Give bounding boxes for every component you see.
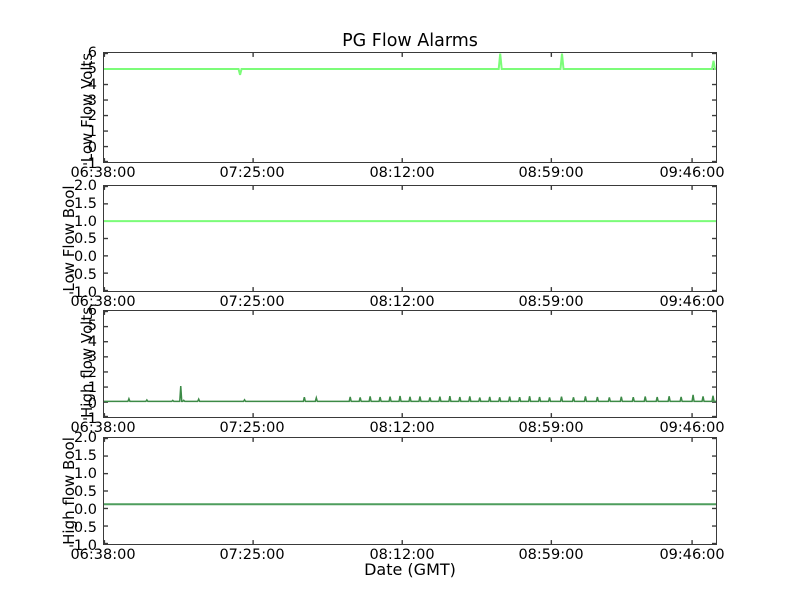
ytick-label: 5	[87, 60, 97, 77]
xtick-label: 08:59:00	[518, 165, 584, 181]
xtick-label: 06:38:00	[70, 547, 136, 563]
ytick-label: 2.0	[73, 178, 97, 194]
xtick-label: 07:25:00	[219, 165, 285, 181]
xtick-label: 09:46:00	[659, 165, 725, 181]
ytick-label: 5	[87, 318, 97, 335]
subplot-4-ytick-labels: 2.0 1.5 1.0 0.5 0.0 -0.5 -1.0	[57, 431, 97, 553]
subplot-1-plot-area	[104, 53, 716, 162]
figure-xlabel: Date (GMT)	[364, 560, 456, 579]
subplot-low-flow-volts	[103, 52, 717, 163]
ytick-label: -1.0	[68, 538, 97, 554]
ytick-label: 1	[87, 124, 97, 141]
xtick-label: 09:46:00	[659, 547, 725, 563]
ytick-label: 1	[87, 380, 97, 397]
xtick-label: 08:12:00	[369, 294, 435, 310]
ytick-label: 0	[87, 140, 97, 157]
ytick-label: -1	[82, 411, 97, 427]
xtick-label: 06:38:00	[70, 165, 136, 181]
xtick-label: 09:46:00	[659, 294, 725, 310]
subplot-3-plot-area	[104, 311, 716, 417]
subplot-high-flow-bool	[103, 437, 717, 545]
ytick-label: 2.0	[73, 430, 97, 446]
xtick-label: 07:25:00	[219, 547, 285, 563]
ytick-label: 1.5	[73, 195, 97, 212]
subplot-4-plot-area	[104, 438, 716, 544]
ytick-label: 1.0	[73, 213, 97, 230]
ytick-label: 4	[87, 76, 97, 93]
xtick-label: 08:12:00	[369, 165, 435, 181]
ytick-label: 1.5	[73, 448, 97, 464]
xtick-label: 08:59:00	[518, 547, 584, 563]
ytick-label: 3	[87, 92, 97, 109]
ytick-label: 6	[87, 45, 97, 61]
ytick-label: 2	[87, 108, 97, 125]
subplot-2-plot-area	[104, 186, 716, 291]
ytick-label: 0	[87, 395, 97, 412]
ytick-label: 1.0	[73, 466, 97, 482]
xtick-label: 06:38:00	[70, 420, 136, 436]
subplot-low-flow-bool	[103, 185, 717, 292]
ytick-label: 0.5	[73, 484, 97, 500]
subplot-1-ytick-labels: 6 5 4 3 2 1 0 -1	[57, 46, 97, 171]
subplot-high-flow-volts	[103, 310, 717, 418]
figure-title: PG Flow Alarms	[342, 31, 478, 51]
xtick-label: 08:12:00	[369, 547, 435, 563]
xtick-label: 07:25:00	[219, 420, 285, 436]
ytick-label: 0.0	[73, 502, 97, 518]
ytick-label: -0.5	[68, 267, 97, 283]
ytick-label: 2	[87, 364, 97, 381]
xtick-label: 08:12:00	[369, 420, 435, 436]
subplot-3-ytick-labels: 6 5 4 3 2 1 0 -1	[57, 304, 97, 426]
ytick-label: 0.0	[73, 249, 97, 266]
ytick-label: 6	[87, 303, 97, 319]
ytick-label: 0.5	[73, 231, 97, 248]
xtick-label: 08:59:00	[518, 420, 584, 436]
xtick-label: 07:25:00	[219, 294, 285, 310]
xtick-label: 08:59:00	[518, 294, 584, 310]
series-high-flow-volts	[104, 385, 716, 403]
xtick-label: 06:38:00	[70, 294, 136, 310]
xtick-label: 09:46:00	[659, 420, 725, 436]
ytick-label: -0.5	[68, 520, 97, 536]
ytick-label: 4	[87, 333, 97, 350]
subplot-2-ytick-labels: 2.0 1.5 1.0 0.5 0.0 -0.5 -1.0	[57, 179, 97, 300]
ytick-label: -1	[82, 155, 97, 172]
ytick-label: -1.0	[68, 284, 97, 301]
series-low-flow-volts	[104, 53, 716, 76]
ytick-label: 3	[87, 349, 97, 366]
